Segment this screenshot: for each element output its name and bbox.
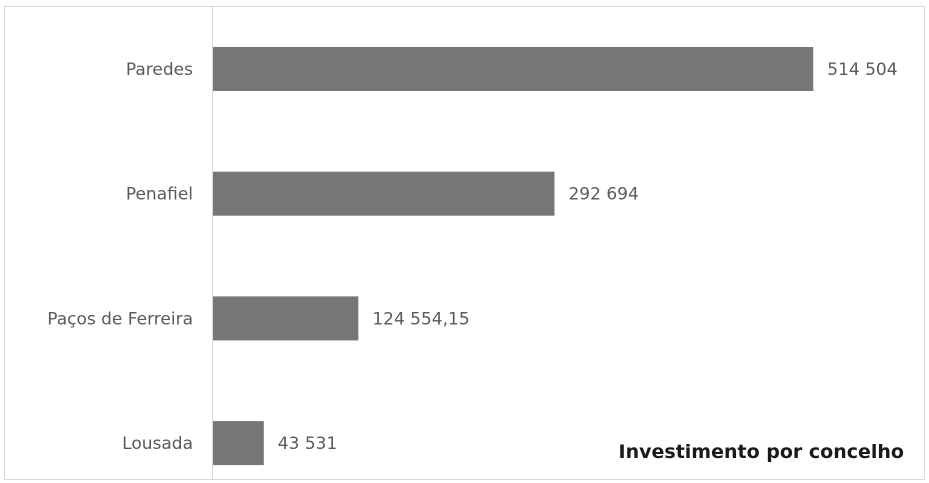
bar	[213, 296, 359, 341]
bar	[213, 47, 814, 91]
category-label: Penafiel	[126, 185, 193, 205]
bar	[213, 421, 264, 466]
category-label: Lousada	[122, 434, 193, 454]
value-label: 43 531	[278, 434, 337, 454]
value-label: 292 694	[568, 185, 638, 205]
value-label: 514 504	[827, 60, 897, 80]
chart-title: Investimento por concelho	[619, 441, 904, 463]
category-label: Paredes	[126, 60, 193, 80]
chart-frame	[4, 6, 925, 480]
bars-layer: Paredes 514 504 Penafiel 292 694 Paços de Fe…	[47, 47, 898, 466]
bar	[213, 171, 555, 216]
category-label: Paços de Ferreira	[47, 309, 193, 329]
value-label: 124 554,15	[372, 309, 469, 329]
